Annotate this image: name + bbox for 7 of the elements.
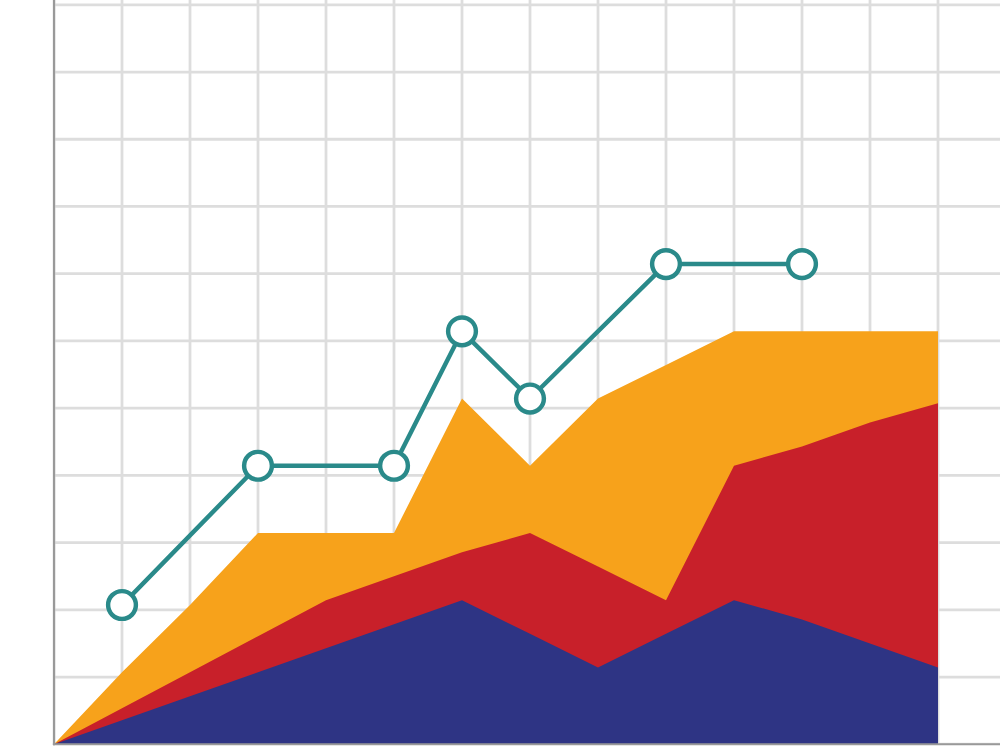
point xyxy=(377,449,411,482)
point xyxy=(241,449,275,482)
point xyxy=(513,382,547,415)
point xyxy=(785,247,819,281)
point xyxy=(649,247,683,281)
point xyxy=(105,588,139,622)
point xyxy=(445,315,479,348)
